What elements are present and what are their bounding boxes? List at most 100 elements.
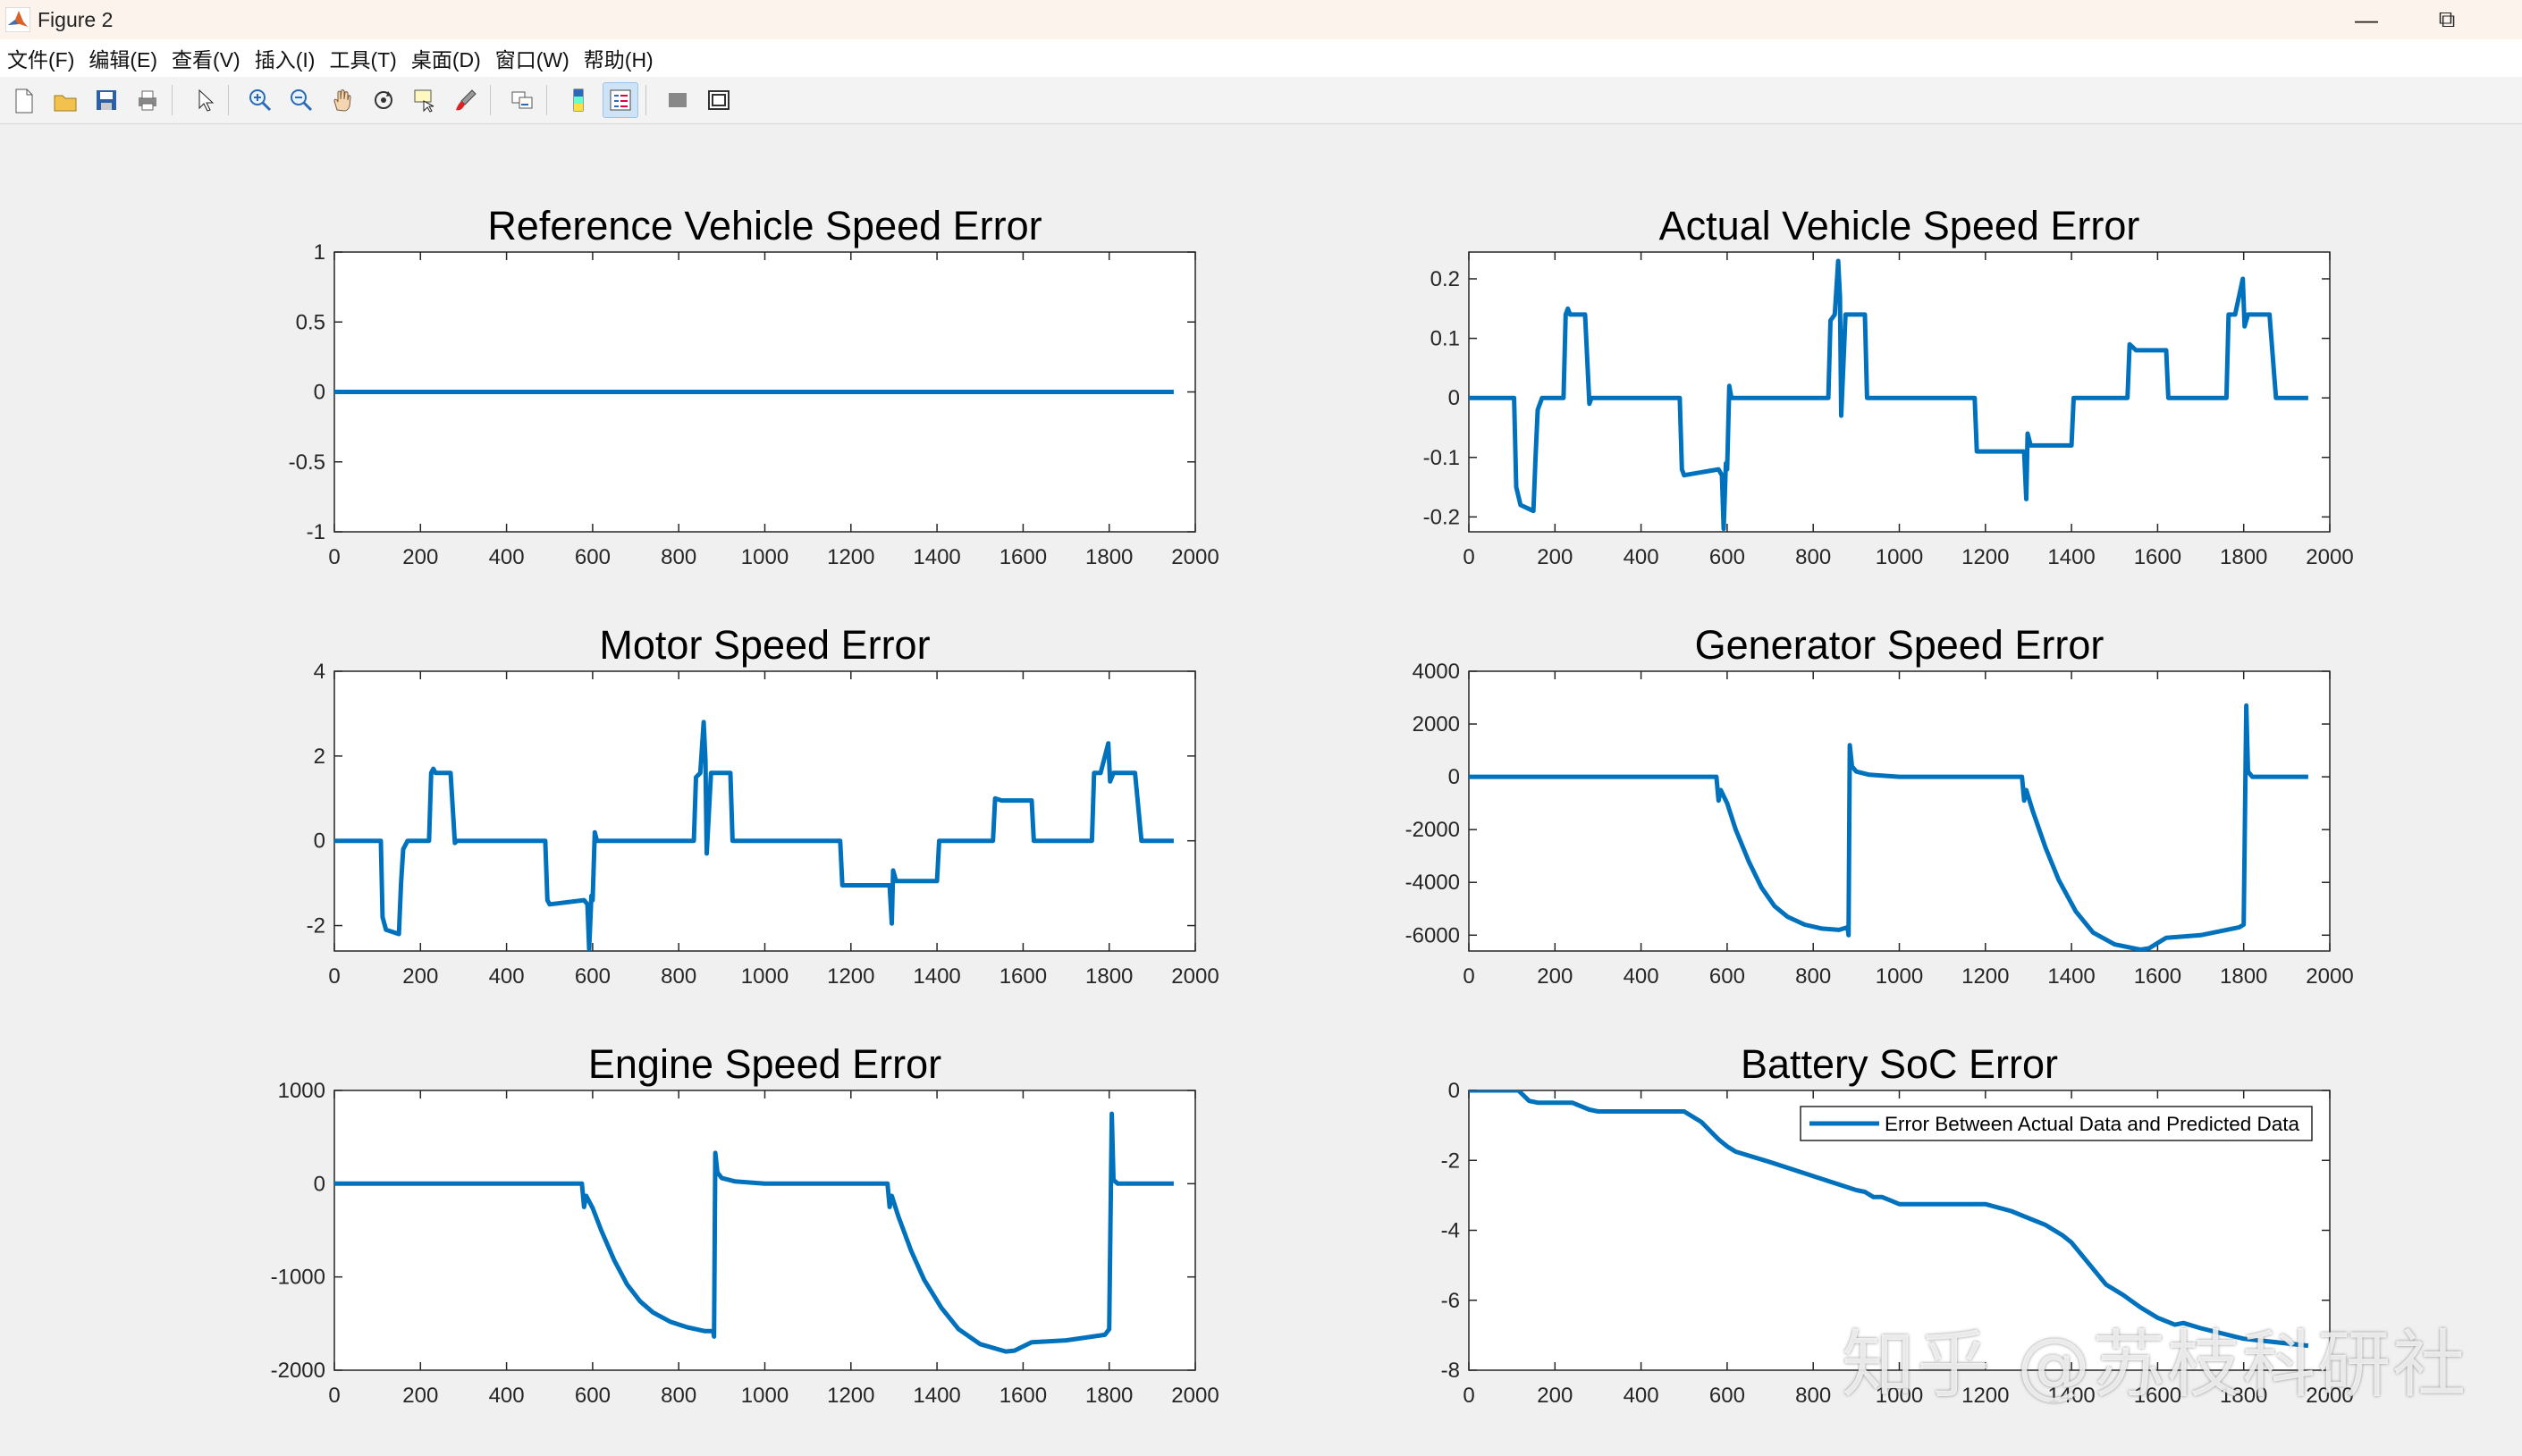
x-tick-label: 0 [1463, 964, 1474, 989]
y-tick-label: -4 [1441, 1219, 1460, 1243]
x-tick-label: 1800 [1085, 964, 1133, 989]
save-button[interactable] [89, 83, 123, 117]
brush-button[interactable] [449, 83, 483, 117]
menu-item-2[interactable]: 查看(V) [172, 48, 240, 72]
restore-button[interactable]: ⧉ [2438, 5, 2456, 32]
x-tick-label: 200 [402, 545, 438, 569]
x-tick-label: 2000 [2306, 545, 2353, 569]
axes-1: Actual Vehicle Speed Error 0 200 400 600 800 1… [1423, 203, 2354, 569]
x-tick-label: 1800 [1085, 545, 1133, 569]
plot-area [333, 1090, 1196, 1371]
menu-item-3[interactable]: 插入(I) [254, 48, 316, 72]
colorbar-icon [573, 88, 584, 112]
x-tick-label: 200 [1537, 1384, 1573, 1408]
x-tick-label: 2000 [2306, 1384, 2353, 1408]
x-tick-label: 200 [1537, 545, 1573, 569]
x-tick-label: 1400 [913, 545, 960, 569]
x-tick-label: 600 [1709, 1384, 1745, 1408]
x-tick-label: 1200 [827, 545, 874, 569]
x-tick-label: 2000 [1171, 1384, 1219, 1408]
x-tick-label: 600 [575, 964, 611, 989]
x-tick-label: 800 [1795, 964, 1831, 989]
save-icon [97, 90, 116, 110]
menu-item-1[interactable]: 编辑(E) [89, 48, 158, 72]
toolbar-separator [645, 85, 646, 115]
pointer-button[interactable] [187, 83, 221, 117]
data-cursor-button[interactable] [408, 83, 442, 117]
x-tick-label: 2000 [1171, 964, 1219, 989]
x-tick-label: 200 [1537, 964, 1573, 989]
y-tick-label: 0 [314, 829, 325, 854]
menu-item-7[interactable]: 帮助(H) [583, 48, 654, 72]
axes-4: Engine Speed Error 0 200 400 600 800 1000 1200 1… [271, 1041, 1219, 1408]
x-tick-label: 1800 [1085, 1384, 1133, 1408]
new-figure-button[interactable] [7, 83, 41, 117]
x-tick-label: 1200 [1961, 1384, 2009, 1408]
data-cursor-icon [414, 89, 434, 113]
x-tick-label: 0 [328, 545, 340, 569]
show-tools-button[interactable] [702, 83, 736, 117]
y-tick-label: 0 [314, 381, 325, 405]
menu-item-4[interactable]: 工具(T) [329, 48, 397, 72]
rotate-3d-button[interactable] [367, 83, 401, 117]
menu-item-5[interactable]: 桌面(D) [410, 48, 481, 72]
x-tick-label: 1000 [741, 1384, 789, 1408]
open-file-icon [54, 95, 77, 112]
pan-hand-button[interactable] [325, 83, 359, 117]
minimize-button[interactable]: — [2355, 5, 2378, 33]
open-file-button[interactable] [48, 83, 82, 117]
print-button[interactable] [131, 83, 164, 117]
x-tick-label: 400 [1624, 964, 1659, 989]
x-tick-label: 1000 [1876, 964, 1923, 989]
axes-5: Battery SoC Error 0 200 400 600 800 1000 1200 14… [1441, 1041, 2354, 1408]
y-tick-label: -2000 [1405, 818, 1460, 842]
zoom-out-button[interactable] [284, 83, 318, 117]
y-tick-label: 2 [314, 745, 325, 769]
colorbar-button[interactable] [561, 83, 595, 117]
y-tick-label: -4000 [1405, 871, 1460, 895]
y-tick-label: 4 [314, 660, 325, 684]
chart-title: Actual Vehicle Speed Error [1659, 203, 2140, 248]
hide-tools-button[interactable] [661, 83, 695, 117]
plot-area [1468, 251, 2331, 533]
series-line [334, 720, 1174, 951]
link-plot-button[interactable] [505, 83, 539, 117]
zoom-in-icon [249, 89, 272, 112]
toolbar-separator [228, 85, 229, 115]
x-tick-label: 800 [1795, 1384, 1831, 1408]
x-tick-label: 1000 [1876, 1384, 1923, 1408]
toolbar-separator [546, 85, 547, 115]
series-line [1469, 703, 2308, 951]
y-tick-label: 0 [1448, 1079, 1460, 1103]
x-tick-label: 400 [1624, 1384, 1659, 1408]
axes-2: Motor Speed Error 0 200 400 600 800 1000 1200 14… [307, 622, 1219, 989]
legend-entry: Error Between Actual Data and Predicted … [1885, 1113, 2299, 1135]
x-tick-label: 1800 [2220, 1384, 2267, 1408]
x-tick-label: 800 [661, 1384, 696, 1408]
legend-button[interactable] [603, 82, 638, 118]
y-tick-label: -8 [1441, 1359, 1460, 1383]
y-tick-label: 2000 [1413, 712, 1460, 736]
zoom-in-button[interactable] [243, 83, 277, 117]
y-tick-label: -2000 [271, 1359, 325, 1383]
x-tick-label: 400 [489, 1384, 525, 1408]
print-icon [139, 90, 156, 111]
x-tick-label: 800 [661, 964, 696, 989]
brush-icon [456, 89, 477, 111]
legend-box [1800, 1106, 2313, 1141]
legend[interactable]: Error Between Actual Data and Predicted … [1800, 1106, 2313, 1141]
x-tick-label: 400 [489, 964, 525, 989]
x-tick-label: 0 [328, 964, 340, 989]
x-tick-label: 200 [402, 1384, 438, 1408]
y-tick-label: 1000 [278, 1079, 325, 1103]
plot-area [1468, 670, 2331, 952]
y-tick-label: -6000 [1405, 923, 1460, 947]
menu-bar: 文件(F) 编辑(E) 查看(V) 插入(I) 工具(T) 桌面(D) 窗口(W) 帮助(H) [0, 39, 2522, 77]
y-tick-label: -1000 [271, 1266, 325, 1290]
menu-item-0[interactable]: 文件(F) [7, 48, 75, 72]
x-tick-label: 1400 [2047, 964, 2095, 989]
new-figure-icon [15, 88, 33, 114]
menu-item-6[interactable]: 窗口(W) [494, 48, 569, 72]
show-tools-icon [708, 90, 730, 110]
toolbar-separator [490, 85, 491, 115]
